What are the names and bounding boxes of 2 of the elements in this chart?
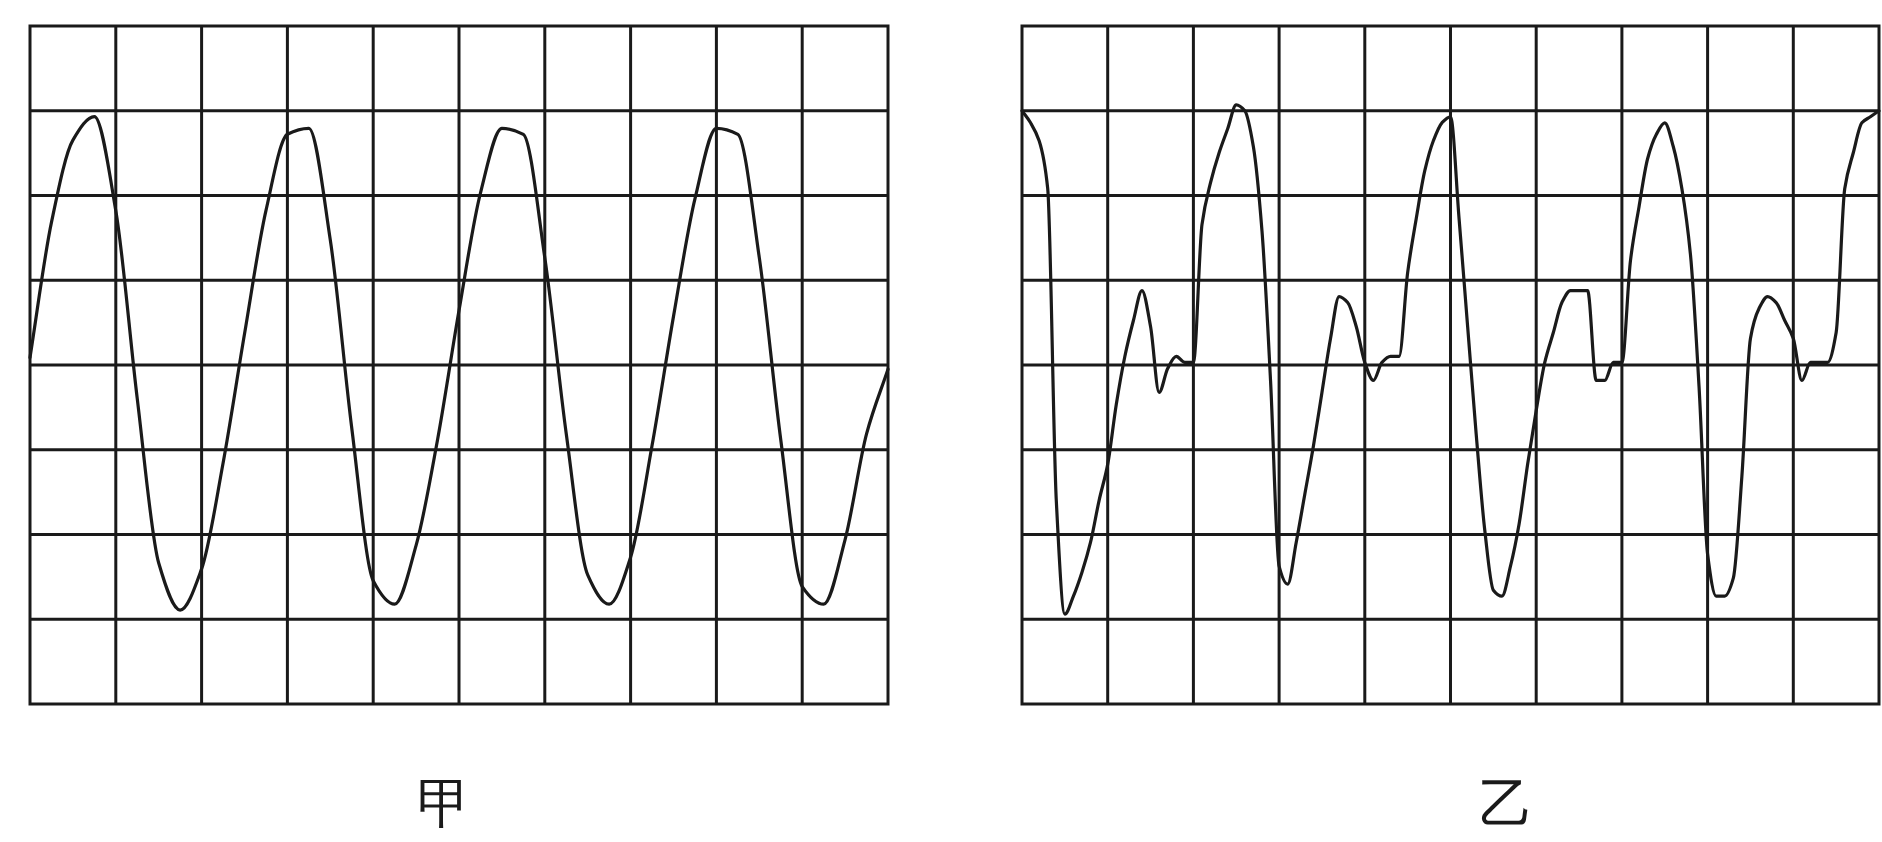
x-axis-title: 乙 [1479,772,1533,835]
x-axis-title: 甲 [417,772,471,835]
